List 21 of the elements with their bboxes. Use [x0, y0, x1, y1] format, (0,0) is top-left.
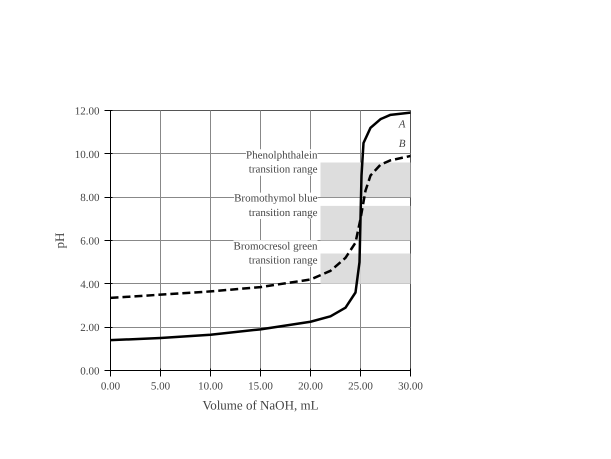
x-tick-label: 10.00 — [198, 380, 224, 392]
x-tick-label: 30.00 — [398, 380, 424, 392]
y-tick-label: 10.00 — [74, 148, 100, 161]
y-tick-label: 2.00 — [80, 322, 100, 334]
x-tick-label: 0.00 — [100, 380, 121, 392]
x-tick-label: 15.00 — [248, 380, 274, 392]
y-tick-label: 4.00 — [80, 278, 100, 291]
y-tick-label: 0.00 — [80, 366, 100, 378]
x-tick-label: 25.00 — [348, 380, 374, 392]
y-axis-title: pH — [52, 232, 67, 248]
x-axis-title: Volume of NaOH, mL — [202, 398, 319, 412]
y-tick-label: 12.00 — [74, 106, 100, 118]
series-label: A — [398, 118, 406, 131]
x-tick-label: 20.00 — [298, 380, 324, 392]
band-label: Phenolphthalein transition range — [246, 149, 318, 176]
band-label: Bromocresol green transition range — [234, 240, 318, 267]
x-tick-label: 5.00 — [150, 380, 171, 392]
y-tick-label: 6.00 — [80, 236, 100, 248]
series-label: B — [398, 138, 406, 150]
band-label: Bromothymol blue transition range — [234, 192, 318, 220]
y-tick-label: 8.00 — [80, 192, 100, 204]
